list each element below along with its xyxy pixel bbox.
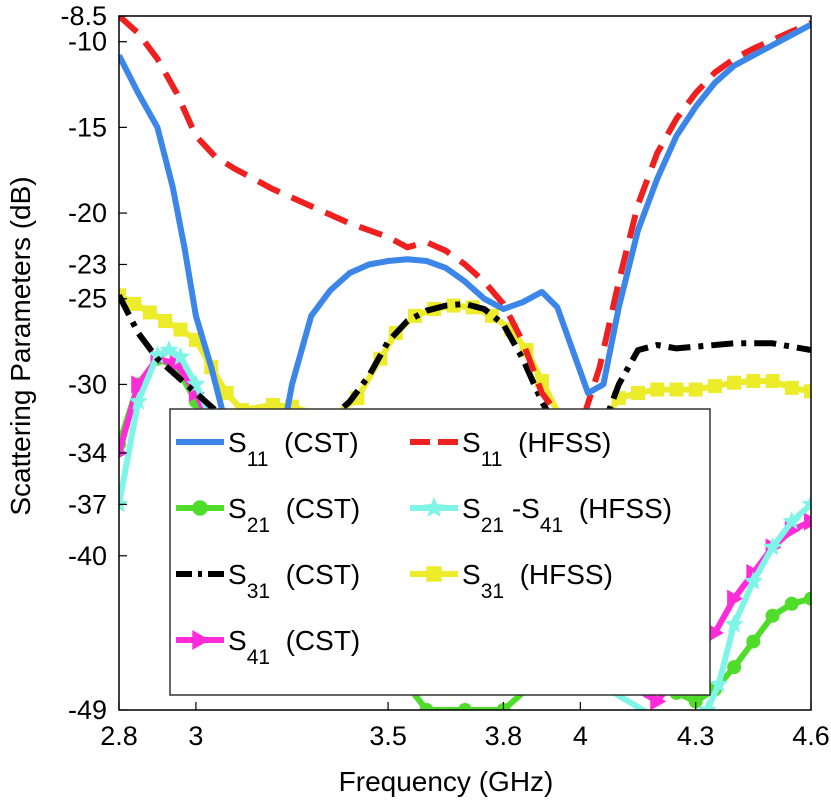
data-point-square [142,305,157,320]
legend-item-s11-hfss-: S11 (HFSS) [410,427,611,471]
series-line [119,16,811,431]
data-point-circle [688,694,703,709]
x-tick-label: 3.8 [485,721,523,751]
legend-label: S31 (HFSS) [462,559,613,603]
data-point-square [119,288,126,303]
legend-item-s41-cst-: S41 (CST) [176,625,360,669]
data-point-triangle [650,692,667,710]
data-point-star [656,708,658,710]
legend-label: S41 (CST) [228,625,360,669]
legend-box [169,408,711,696]
data-point-triangle [746,563,763,582]
data-point-star [423,497,445,517]
data-point-star [147,345,167,364]
data-point-star [697,700,717,710]
data-point-star [763,537,783,556]
data-point-star [171,347,190,366]
data-point-circle [458,703,472,710]
data-point-square [650,382,665,397]
y-tick-label: -40 [68,541,107,571]
y-tick-label: -25 [68,284,107,314]
data-point-star [159,340,179,359]
legend-item-s11-cst-: S11 (CST) [176,427,359,471]
data-point-square [707,379,722,394]
data-point-triangle [804,512,811,531]
legend-item-s21-cst-: S21 (CST) [176,493,360,537]
legend: S11 (CST) S11 (HFSS) S21 (CST) S21 -S41 (HF… [169,408,711,696]
x-tick-label: 3 [188,721,203,751]
data-point-star [782,511,802,530]
x-tick-label: 2.8 [100,721,138,751]
legend-label: S11 (CST) [228,427,359,471]
legend-label: S21 -S41 (HFSS) [462,493,672,537]
data-point-circle [727,660,742,675]
legend-item-s21-s41-hfss-: S21 -S41 (HFSS) [410,493,672,537]
y-tick-label: -20 [68,198,107,228]
y-tick-label: -15 [68,112,107,142]
data-point-square [688,382,703,397]
data-point-circle [419,703,434,710]
y-tick-label: -49 [68,695,107,725]
series-s31-cst- [119,293,811,456]
data-point-circle [765,608,780,623]
x-axis-label: Frequency (GHz) [339,766,554,797]
legend-label: S21 (CST) [228,493,360,537]
y-tick-label: -34 [68,438,107,468]
legend-item-s31-hfss-: S31 (HFSS) [410,559,613,603]
data-point-circle [804,591,811,606]
data-point-square [426,566,442,582]
data-point-star [128,391,148,410]
data-point-star [709,674,729,693]
data-point-square [765,373,780,388]
data-point-star [801,494,811,513]
data-point-triangle [192,630,210,650]
y-tick-label: -10 [68,27,107,57]
data-point-square [158,314,173,329]
data-point-square [669,382,684,397]
series-line [119,293,811,456]
y-tick-label: -8.5 [60,1,107,31]
plot-area-frame [118,15,812,711]
data-point-circle [192,500,208,516]
data-point-triangle [169,354,186,373]
data-point-square [727,375,742,390]
y-axis-label: Scattering Parameters (dB) [5,176,36,515]
x-tick-label: 4 [573,721,588,751]
data-point-square [173,322,188,337]
axis-layer: 2.8 3 3.5 3.8 4 4.3 4.6 -8.5-10 -15 -20 -23 -25 -30 -… [60,1,829,751]
data-point-star [743,571,763,590]
x-tick-label: 4.3 [677,721,715,751]
y-tick-label: -37 [68,489,107,519]
data-point-star [119,494,129,513]
series-s11-hfss- [119,16,811,431]
data-point-square [631,385,645,400]
series-s11-cst- [119,21,811,525]
data-point-square [746,373,761,388]
data-point-square [804,384,811,399]
x-tick-label: 3.5 [369,721,407,751]
data-point-square [784,380,799,395]
data-point-square [219,385,234,400]
data-point-triangle [707,623,724,642]
data-point-square [127,296,142,311]
data-point-triangle [131,375,148,394]
y-tick-label: -30 [68,369,107,399]
data-point-star [724,614,744,633]
data-point-circle [784,596,799,611]
data-point-circle [746,634,761,649]
x-tick-label: 4.6 [792,721,830,751]
legend-item-s31-cst-: S31 (CST) [176,559,360,603]
series-line [119,21,811,525]
legend-label: S11 (HFSS) [462,427,611,471]
legend-label: S31 (CST) [228,559,360,603]
y-tick-label: -23 [68,249,107,279]
data-point-triangle [727,589,744,608]
